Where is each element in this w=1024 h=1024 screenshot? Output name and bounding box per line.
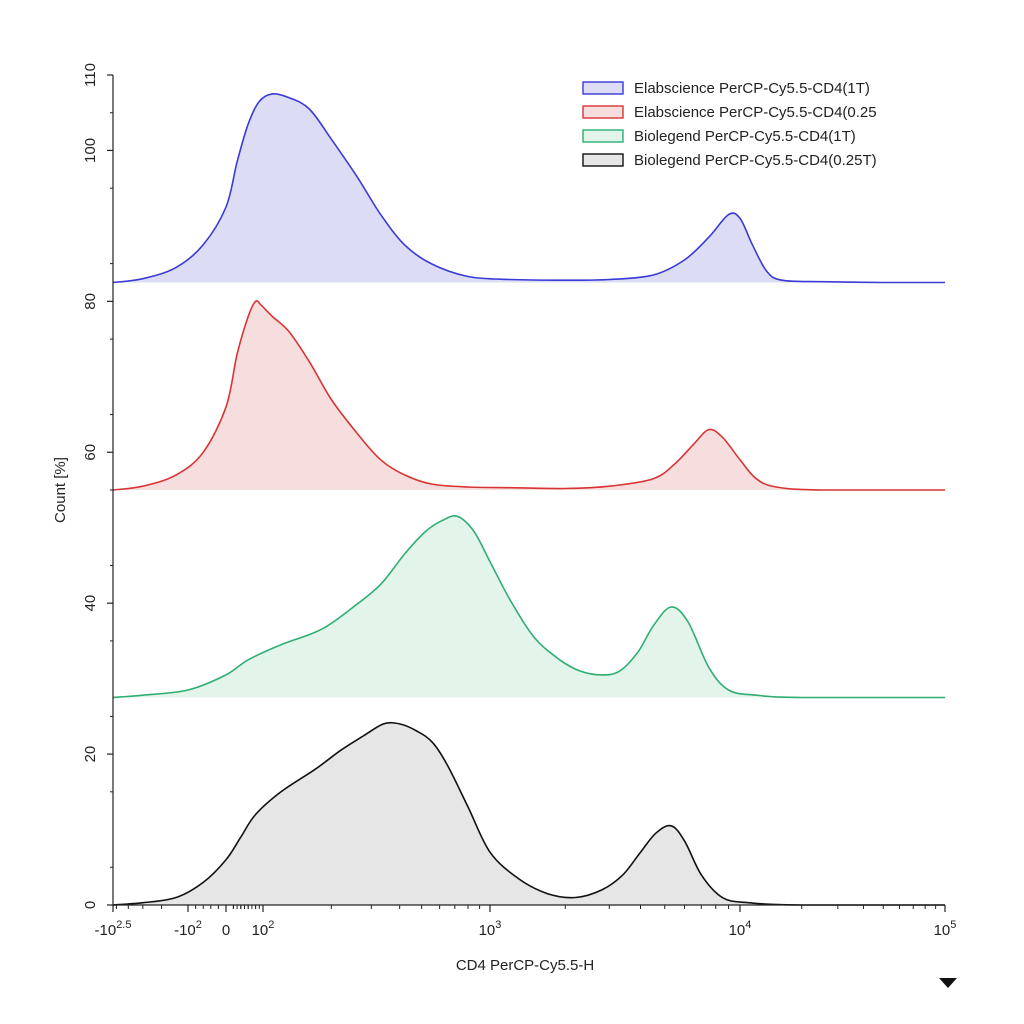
legend-label: Elabscience PerCP-Cy5.5-CD4(1T) bbox=[634, 80, 870, 97]
legend-swatch bbox=[582, 81, 624, 95]
legend-label: Biolegend PerCP-Cy5.5-CD4(1T) bbox=[634, 128, 856, 145]
series-area-1 bbox=[113, 93, 945, 283]
legend-label: Biolegend PerCP-Cy5.5-CD4(0.25T) bbox=[634, 152, 877, 169]
legend-swatch bbox=[582, 129, 624, 143]
x-tick-label: 103 bbox=[479, 919, 502, 939]
series-line-3 bbox=[112, 515, 945, 699]
legend: Elabscience PerCP-Cy5.5-CD4(1T) Elabscien… bbox=[582, 80, 877, 169]
x-tick-label: -102 bbox=[174, 919, 202, 939]
legend-item: Elabscience PerCP-Cy5.5-CD4(0.25 bbox=[582, 104, 877, 121]
y-tick-label: 110 bbox=[82, 63, 99, 87]
y-tick-label: 60 bbox=[82, 444, 99, 461]
axes-layer: 0 20 40 60 80 100 110 -102.5 -102 0 102 103 104 105 bbox=[82, 63, 956, 939]
series-line-1 bbox=[112, 92, 945, 284]
legend-item: Biolegend PerCP-Cy5.5-CD4(0.25T) bbox=[582, 152, 877, 169]
legend-label: Elabscience PerCP-Cy5.5-CD4(0.25 bbox=[634, 104, 877, 121]
x-axis-title: CD4 PerCP-Cy5.5-H bbox=[456, 957, 594, 974]
options-dropdown-icon[interactable] bbox=[939, 978, 957, 988]
series-line-4 bbox=[112, 721, 945, 906]
y-tick-label: 40 bbox=[82, 595, 99, 612]
series-2 bbox=[112, 300, 945, 491]
x-tick-label: 102 bbox=[252, 919, 275, 939]
y-tick-label: 100 bbox=[82, 138, 99, 163]
legend-item: Elabscience PerCP-Cy5.5-CD4(1T) bbox=[582, 80, 870, 97]
y-axis-title: Count [%] bbox=[52, 457, 69, 523]
series-area-4 bbox=[113, 722, 945, 905]
x-tick-label: 0 bbox=[222, 922, 230, 939]
series-area-3 bbox=[113, 515, 945, 698]
x-tick-label: 105 bbox=[934, 919, 957, 939]
series-1 bbox=[112, 92, 945, 284]
series-area-2 bbox=[113, 300, 945, 490]
series-3 bbox=[112, 515, 945, 699]
y-tick-label: 80 bbox=[82, 293, 99, 310]
series-4 bbox=[112, 721, 945, 906]
x-tick-label: -102.5 bbox=[95, 919, 132, 939]
series-layer bbox=[112, 92, 945, 906]
legend-item: Biolegend PerCP-Cy5.5-CD4(1T) bbox=[582, 128, 856, 145]
y-tick-label: 20 bbox=[82, 746, 99, 763]
x-tick-label: 104 bbox=[729, 919, 752, 939]
legend-swatch bbox=[582, 105, 624, 119]
y-tick-label: 0 bbox=[82, 901, 99, 909]
series-line-2 bbox=[112, 300, 945, 491]
legend-swatch bbox=[582, 153, 624, 167]
